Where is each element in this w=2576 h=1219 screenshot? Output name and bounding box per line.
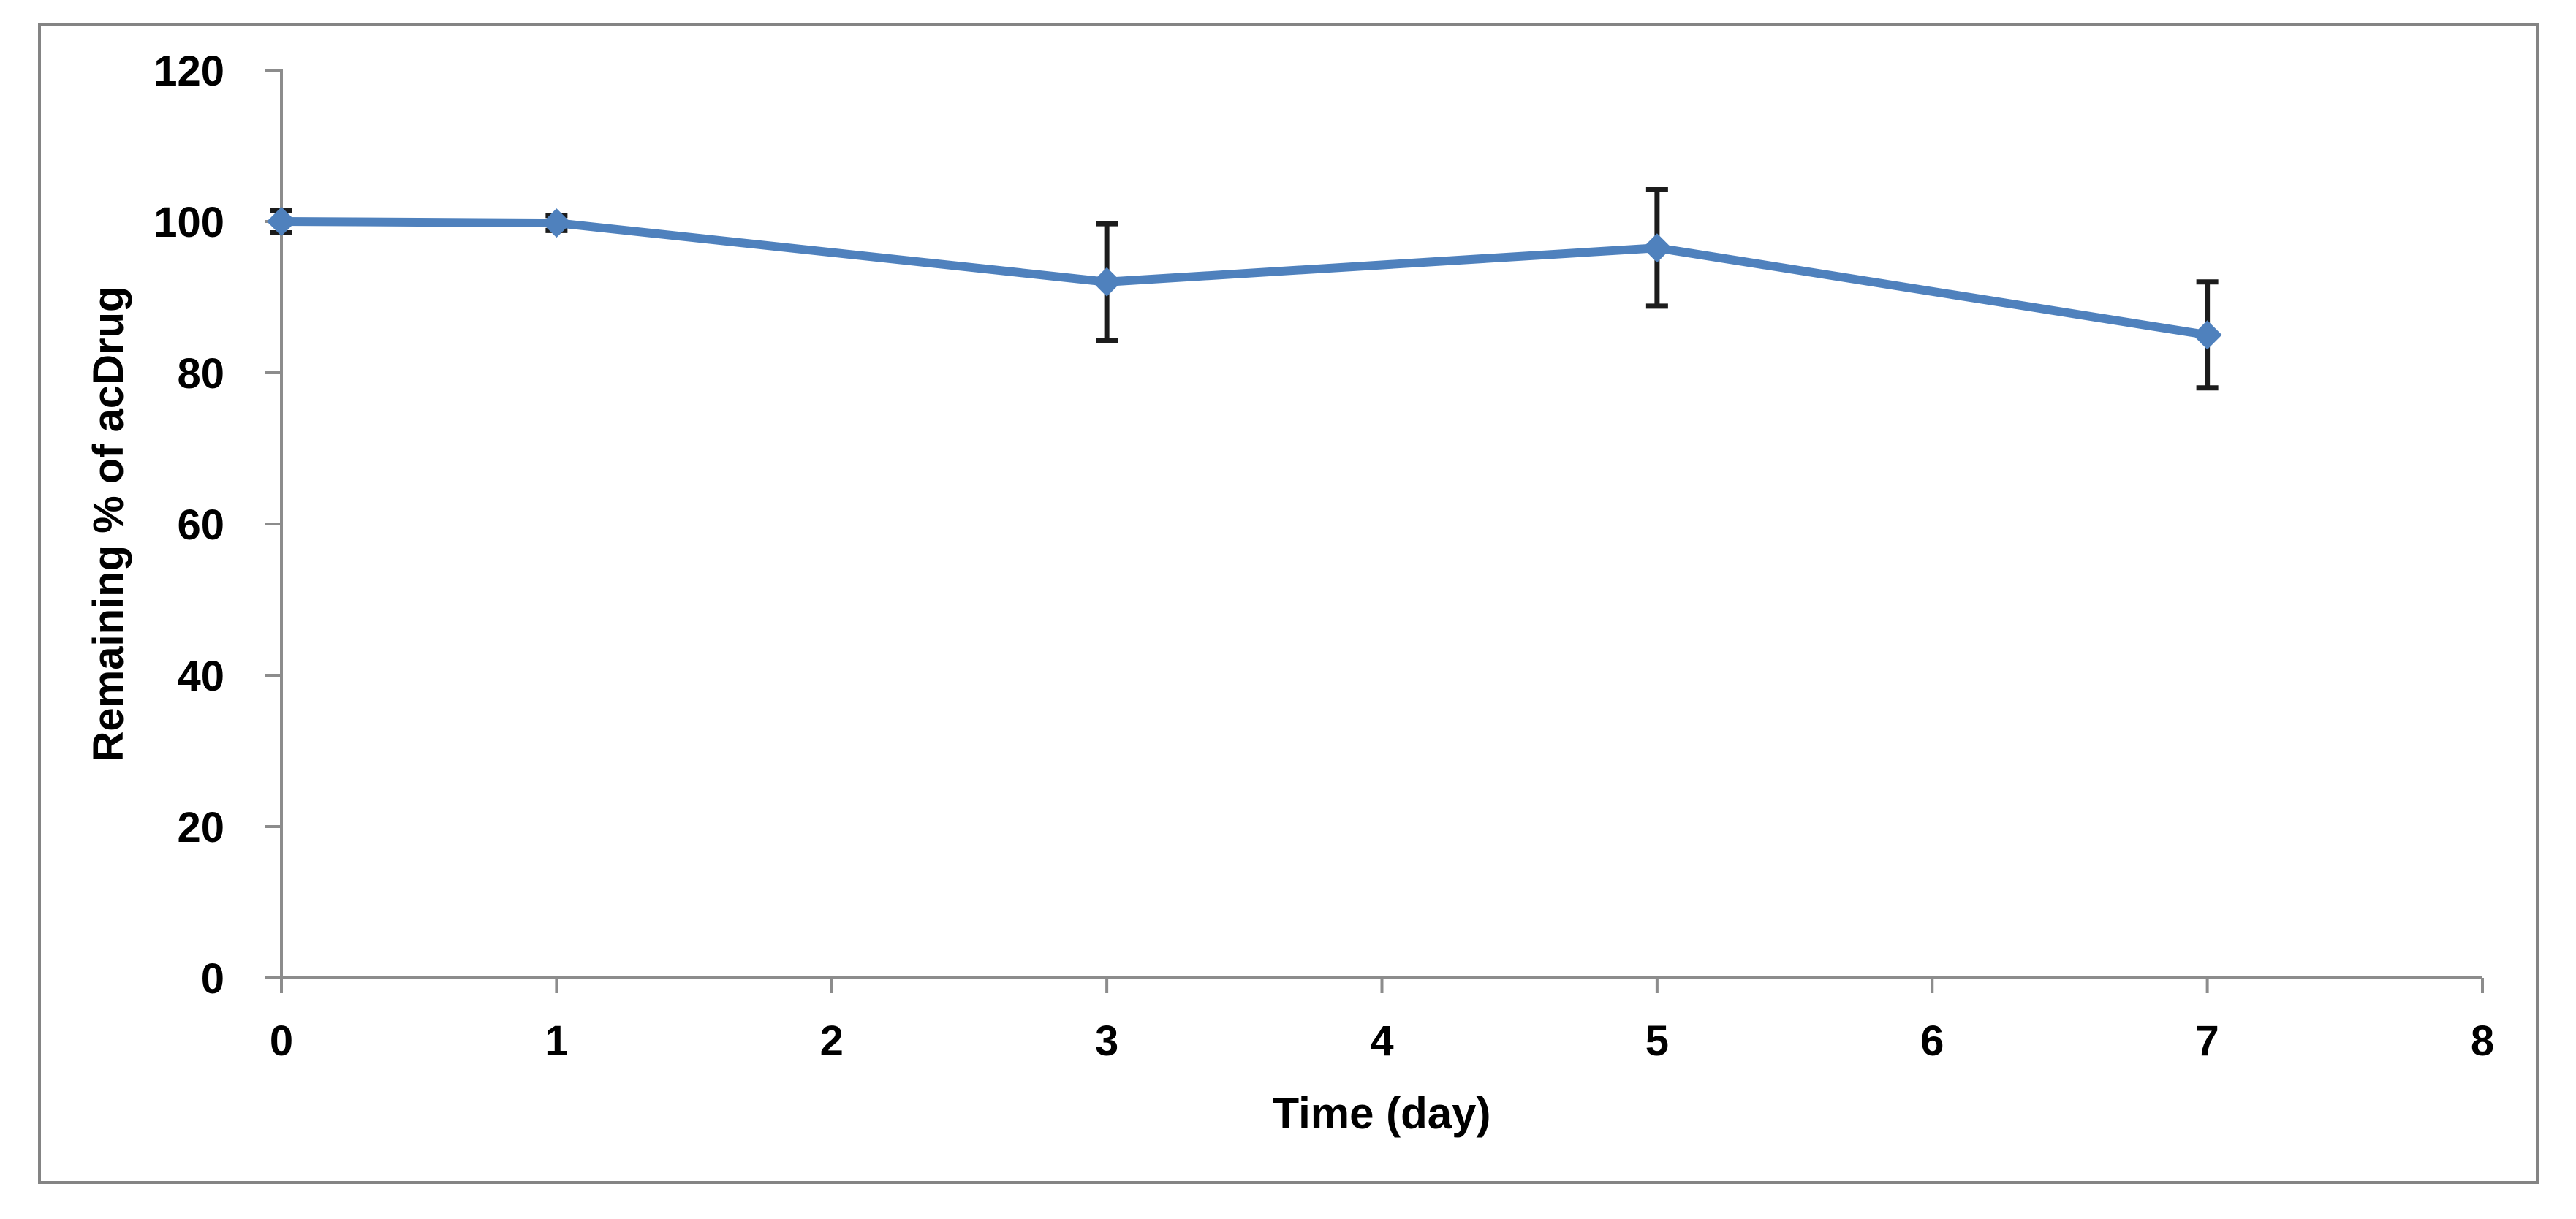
x-tick-label: 6 xyxy=(1920,1017,1944,1065)
chart-frame xyxy=(38,23,2539,1184)
y-tick-label: 100 xyxy=(154,199,224,246)
y-tick-label: 0 xyxy=(201,955,224,1003)
x-tick-label: 7 xyxy=(2195,1017,2219,1065)
y-tick-label: 60 xyxy=(177,501,224,549)
y-axis-title: Remaining % of acDrug xyxy=(85,286,132,762)
data-point-marker xyxy=(2192,320,2222,350)
data-point-marker xyxy=(1642,233,1672,263)
data-point-marker xyxy=(1092,267,1122,297)
y-tick-label: 40 xyxy=(177,653,224,700)
y-tick-label: 120 xyxy=(154,48,224,95)
axes-group xyxy=(265,69,2484,993)
data-point-marker xyxy=(542,208,572,238)
x-tick-label: 2 xyxy=(820,1017,844,1065)
x-tick-label: 0 xyxy=(270,1017,293,1065)
x-tick-label: 8 xyxy=(2471,1017,2494,1065)
y-tick-label: 80 xyxy=(177,350,224,398)
series-line xyxy=(277,217,2212,340)
tick-labels-group: 0 20 40 60 80 100 120 0 1 2 3 4 5 6 7 8 xyxy=(154,48,2494,1065)
x-tick-label: 5 xyxy=(1645,1017,1669,1065)
data-point-marker xyxy=(267,207,296,236)
x-axis-title: Time (day) xyxy=(1273,1089,1491,1138)
x-tick-label: 4 xyxy=(1370,1017,1393,1065)
x-tick-label: 1 xyxy=(545,1017,568,1065)
y-tick-label: 20 xyxy=(177,804,224,851)
series-group xyxy=(267,207,2222,350)
x-tick-label: 3 xyxy=(1095,1017,1118,1065)
